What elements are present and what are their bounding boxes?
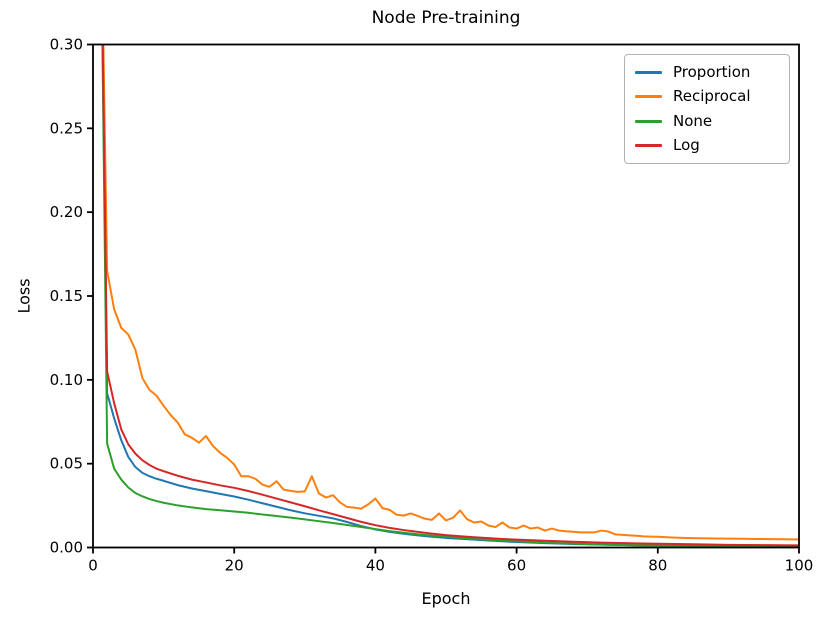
x-tick-label: 20 — [225, 557, 244, 575]
y-tick-label: 0.00 — [50, 539, 83, 557]
y-axis-label: Loss — [14, 278, 34, 314]
x-tick-label: 100 — [785, 557, 814, 575]
legend-item-none: None — [635, 111, 779, 130]
legend-label: None — [673, 111, 713, 130]
legend-item-log: Log — [635, 138, 779, 153]
series-line-log — [101, 44, 799, 547]
legend-label: Proportion — [673, 62, 751, 81]
x-axis-ticks: 0 20 40 60 80 100 — [88, 547, 814, 575]
legend-label: Reciprocal — [673, 87, 751, 106]
y-axis-ticks: 0.00 0.05 0.10 0.15 0.20 0.25 0.30 — [50, 36, 93, 557]
series-line-none — [101, 44, 799, 548]
x-axis-label: Epoch — [421, 589, 471, 608]
legend-swatch-none — [635, 119, 662, 123]
y-tick-label: 0.15 — [50, 287, 83, 305]
legend-item-proportion: Proportion — [635, 62, 779, 81]
legend-label: Log — [673, 136, 700, 155]
y-tick-label: 0.20 — [50, 203, 83, 221]
legend: Proportion Reciprocal None Log — [624, 54, 790, 164]
series-line-reciprocal — [102, 44, 799, 541]
x-tick-label: 80 — [648, 557, 667, 575]
y-tick-label: 0.10 — [50, 371, 83, 389]
legend-swatch-log — [635, 144, 662, 148]
legend-swatch-reciprocal — [635, 95, 662, 99]
x-tick-label: 40 — [366, 557, 385, 575]
x-tick-label: 0 — [88, 557, 98, 575]
series-lines — [101, 44, 799, 548]
chart-title: Node Pre-training — [371, 8, 521, 28]
x-tick-label: 60 — [507, 557, 526, 575]
y-tick-label: 0.05 — [50, 455, 83, 473]
legend-swatch-proportion — [635, 70, 662, 74]
y-tick-label: 0.25 — [50, 119, 83, 137]
legend-item-reciprocal: Reciprocal — [635, 89, 779, 104]
y-tick-label: 0.30 — [50, 36, 83, 54]
